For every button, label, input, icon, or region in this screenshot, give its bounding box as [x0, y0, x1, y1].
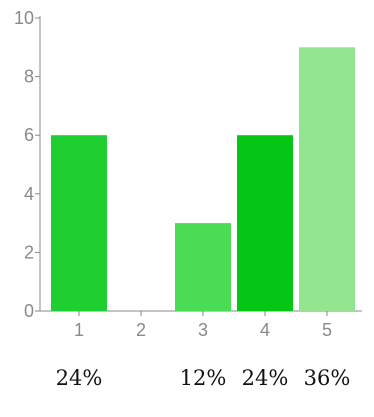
percent-label: 36% — [303, 366, 351, 390]
y-tick-label: 6 — [24, 125, 34, 145]
y-axis: 0 2 4 6 8 10 — [14, 8, 41, 321]
bar-5 — [299, 47, 355, 312]
y-tick-label: 10 — [14, 8, 34, 28]
y-tick-label: 8 — [24, 67, 34, 87]
x-tick-label: 5 — [322, 320, 332, 340]
x-tick-label: 1 — [74, 320, 84, 340]
x-tick-label: 4 — [260, 320, 270, 340]
bar-1 — [51, 135, 107, 311]
percent-label: 12% — [179, 366, 227, 390]
bars — [51, 47, 355, 312]
y-tick-label: 4 — [24, 184, 34, 204]
y-tick-label: 0 — [24, 301, 34, 321]
x-tick-label: 2 — [136, 320, 146, 340]
percent-label: 24% — [241, 366, 289, 390]
y-tick-label: 2 — [24, 242, 34, 262]
percent-label: 24% — [55, 366, 103, 390]
x-axis: 1 2 3 4 5 — [40, 310, 362, 340]
bar-3 — [175, 223, 231, 311]
bar-4 — [237, 135, 293, 311]
x-tick-label: 3 — [198, 320, 208, 340]
